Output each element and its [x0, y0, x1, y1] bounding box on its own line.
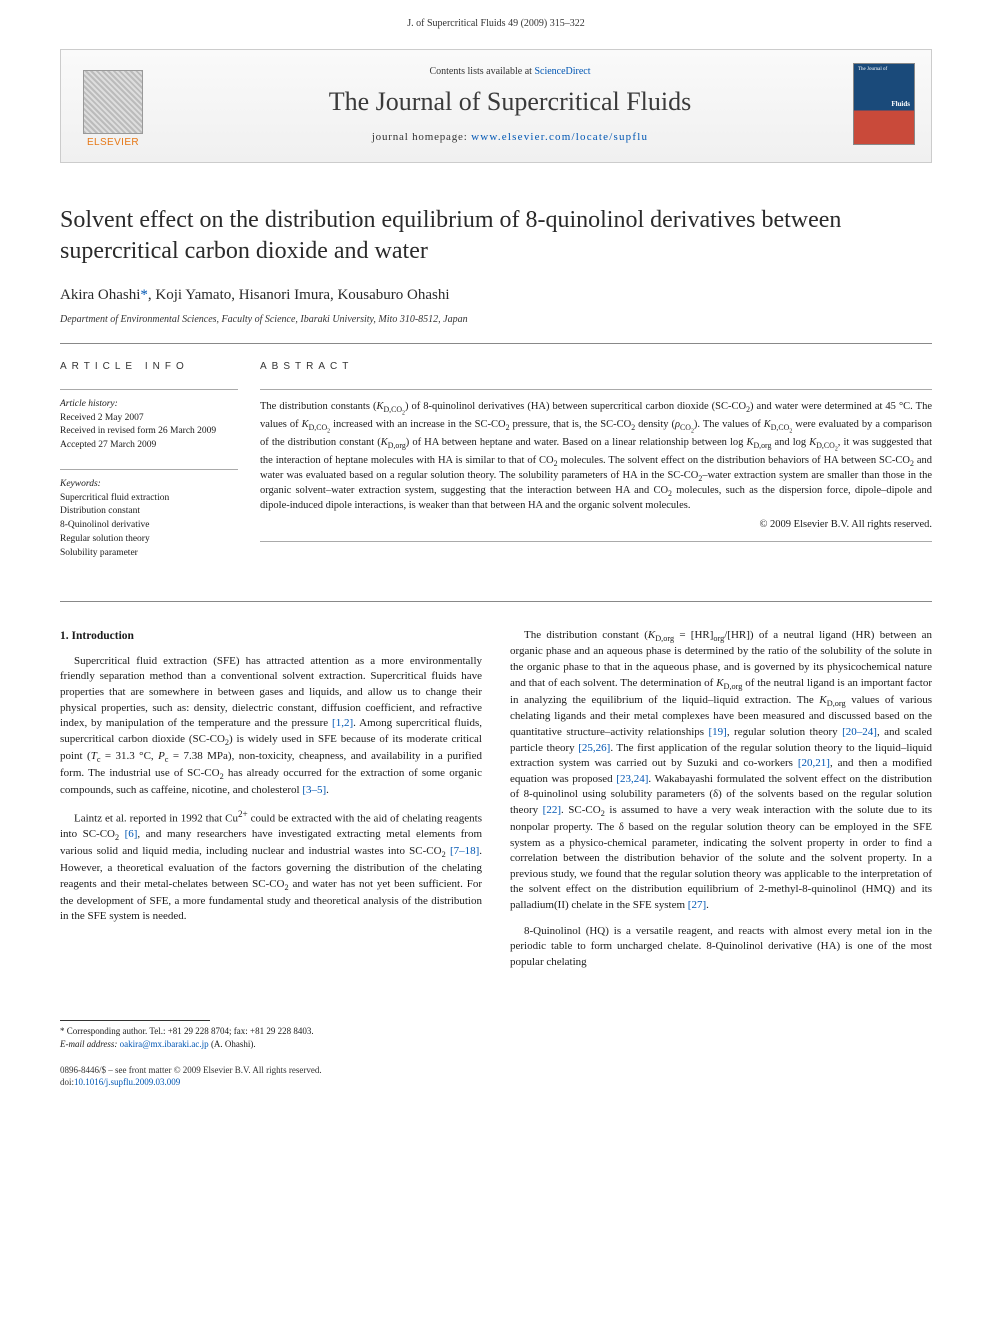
info-divider-2 — [60, 469, 238, 470]
keyword-3: 8-Quinolinol derivative — [60, 519, 238, 533]
article-history-block: Article history: Received 2 May 2007 Rec… — [60, 398, 238, 453]
sciencedirect-link[interactable]: ScienceDirect — [534, 66, 590, 77]
paragraph-l2: Laintz et al. reported in 1992 that Cu2+… — [60, 808, 482, 925]
history-revised: Received in revised form 26 March 2009 — [60, 425, 238, 439]
running-head: J. of Supercritical Fluids 49 (2009) 315… — [0, 0, 992, 37]
page-footer: 0896-8446/$ – see front matter © 2009 El… — [60, 1064, 932, 1088]
abstract-divider — [260, 389, 932, 390]
email-suffix: (A. Ohashi). — [209, 1039, 256, 1049]
banner-center: Contents lists available at ScienceDirec… — [167, 66, 853, 143]
article-info-column: ARTICLE INFO Article history: Received 2… — [60, 360, 260, 576]
journal-title: The Journal of Supercritical Fluids — [167, 87, 853, 117]
homepage-link[interactable]: www.elsevier.com/locate/supflu — [471, 131, 648, 143]
corresponding-star-icon: * — [140, 287, 148, 303]
email-link[interactable]: oakira@mx.ibaraki.ac.jp — [120, 1039, 209, 1049]
homepage-prefix: journal homepage: — [372, 131, 471, 143]
footnotes-block: * Corresponding author. Tel.: +81 29 228… — [60, 1020, 480, 1049]
cover-small-text-1: The Journal of — [858, 67, 887, 72]
cover-small-text-2: Fluids — [891, 100, 910, 108]
article-title: Solvent effect on the distribution equil… — [60, 205, 932, 267]
paragraph-l1: Supercritical fluid extraction (SFE) has… — [60, 654, 482, 798]
left-column: 1. Introduction Supercritical fluid extr… — [60, 628, 482, 981]
keywords-block: Keywords: Supercritical fluid extraction… — [60, 478, 238, 561]
affiliation: Department of Environmental Sciences, Fa… — [60, 314, 932, 325]
info-abstract-row: ARTICLE INFO Article history: Received 2… — [60, 344, 932, 576]
journal-banner: ELSEVIER Contents lists available at Sci… — [60, 49, 932, 163]
authors-line: Akira Ohashi*, Koji Yamato, Hisanori Imu… — [60, 287, 932, 304]
keywords-head: Keywords: — [60, 478, 238, 492]
authors-rest: , Koji Yamato, Hisanori Imura, Kousaburo… — [148, 287, 450, 303]
article-info-heading: ARTICLE INFO — [60, 360, 238, 375]
doi-link[interactable]: 10.1016/j.supflu.2009.03.009 — [74, 1077, 180, 1087]
journal-cover-thumbnail: The Journal of Fluids — [853, 63, 915, 145]
publisher-name: ELSEVIER — [87, 137, 139, 148]
keyword-1: Supercritical fluid extraction — [60, 492, 238, 506]
abstract-text: The distribution constants (KD,CO2) of 8… — [260, 400, 932, 515]
elsevier-tree-icon — [83, 70, 143, 134]
footnote-rule — [60, 1020, 210, 1021]
front-matter-line: 0896-8446/$ – see front matter © 2009 El… — [60, 1064, 932, 1076]
paragraph-r1: The distribution constant (KD,org = [HR]… — [510, 628, 932, 914]
corresponding-footnote: * Corresponding author. Tel.: +81 29 228… — [60, 1025, 480, 1037]
history-accepted: Accepted 27 March 2009 — [60, 439, 238, 453]
divider-mid — [60, 601, 932, 602]
doi-label: doi: — [60, 1077, 74, 1087]
contents-available-line: Contents lists available at ScienceDirec… — [167, 66, 853, 77]
contents-prefix: Contents lists available at — [429, 66, 534, 77]
publisher-logo: ELSEVIER — [77, 60, 149, 148]
history-received: Received 2 May 2007 — [60, 412, 238, 426]
info-divider-1 — [60, 389, 238, 390]
section-1-heading: 1. Introduction — [60, 628, 482, 644]
journal-homepage-line: journal homepage: www.elsevier.com/locat… — [167, 131, 853, 143]
email-footnote: E-mail address: oakira@mx.ibaraki.ac.jp … — [60, 1038, 480, 1050]
author-1: Akira Ohashi — [60, 287, 140, 303]
email-label: E-mail address: — [60, 1039, 120, 1049]
keyword-2: Distribution constant — [60, 505, 238, 519]
keyword-4: Regular solution theory — [60, 533, 238, 547]
abstract-column: ABSTRACT The distribution constants (KD,… — [260, 360, 932, 576]
right-column: The distribution constant (KD,org = [HR]… — [510, 628, 932, 981]
history-head: Article history: — [60, 398, 238, 412]
abstract-heading: ABSTRACT — [260, 360, 932, 374]
abstract-divider-bottom — [260, 541, 932, 542]
doi-line: doi:10.1016/j.supflu.2009.03.009 — [60, 1076, 932, 1088]
abstract-copyright: © 2009 Elsevier B.V. All rights reserved… — [260, 518, 932, 533]
paragraph-r2: 8-Quinolinol (HQ) is a versatile reagent… — [510, 924, 932, 971]
body-columns: 1. Introduction Supercritical fluid extr… — [60, 628, 932, 981]
keyword-5: Solubility parameter — [60, 547, 238, 561]
